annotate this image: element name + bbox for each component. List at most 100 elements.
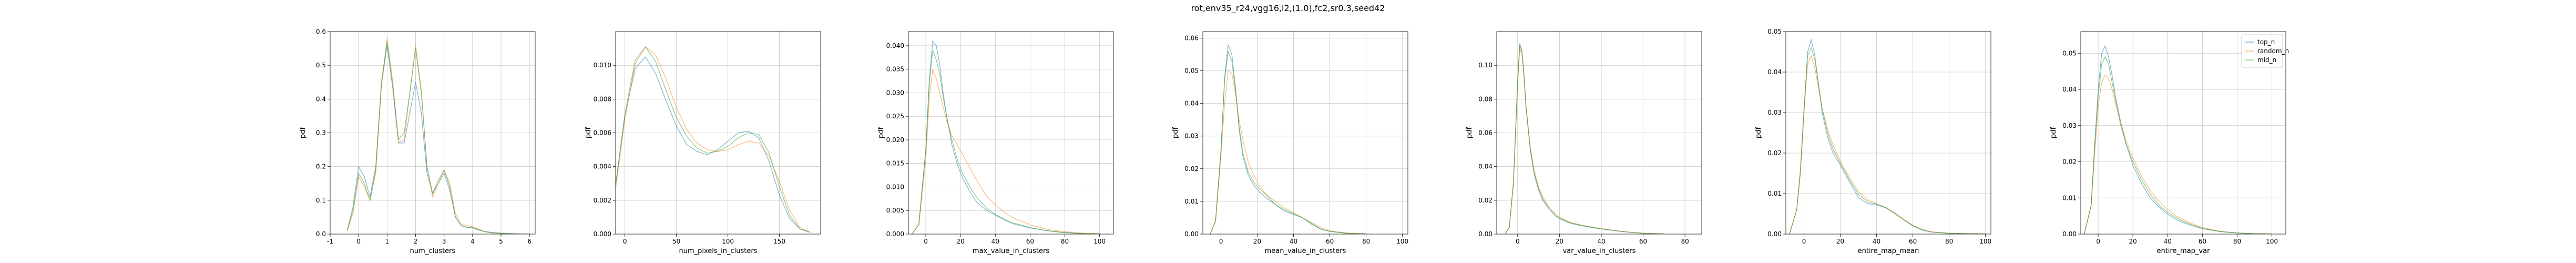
x-axis-label: entire_map_var — [2157, 247, 2211, 255]
x-tick-label: 0 — [356, 238, 361, 245]
y-tick-label: 0.1 — [316, 197, 326, 204]
series-line-top_n — [616, 56, 811, 233]
series-group — [912, 40, 1100, 234]
y-tick-label: 0.05 — [1767, 28, 1782, 35]
y-tick-label: 0.010 — [886, 183, 904, 190]
y-tick-label: 0.006 — [594, 129, 611, 137]
y-tick-label: 0.002 — [594, 197, 611, 204]
x-tick-label: 80 — [1681, 238, 1689, 245]
y-tick-label: 0.010 — [594, 62, 611, 69]
chart-panel-4: 0 20 40 60 80 100 0.00 0.01 0.02 0.03 0.04 0.05 0.06… — [1172, 31, 1408, 255]
series-group — [616, 46, 811, 233]
series-group — [346, 38, 530, 234]
x-tick-label: 0 — [1219, 238, 1223, 245]
y-axis-label: pdf — [585, 127, 592, 139]
figure-title: rot,env35_r24,vgg16,l2,(1.0),fc2,sr0.3,s… — [1191, 3, 1385, 13]
y-tick-label: 0.5 — [316, 62, 326, 69]
series-line-mid_n — [912, 50, 1100, 234]
legend-label-random_n: random_n — [2257, 47, 2289, 55]
chart-panel-2: 0 50 100 150 0.000 0.002 0.004 0.006 0.008 0.010 n… — [585, 31, 821, 255]
y-tick-label: 0.03 — [1767, 109, 1782, 116]
x-tick-label: 100 — [1979, 238, 1991, 245]
y-tick-label: 0.008 — [594, 95, 611, 103]
series-line-mid_n — [616, 46, 811, 233]
legend-label-top_n: top_n — [2257, 38, 2275, 46]
x-tick-label: 40 — [1873, 238, 1880, 245]
plot-frame — [908, 31, 1114, 235]
x-tick-label: 6 — [527, 238, 531, 245]
x-tick-label: 0 — [1516, 238, 1520, 245]
y-tick-label: 0.08 — [1478, 95, 1493, 103]
x-axis-label: entire_map_mean — [1858, 247, 1919, 255]
y-tick-label: 0.03 — [2062, 122, 2077, 129]
series-group — [1789, 38, 1986, 234]
x-tick-label: 60 — [2199, 238, 2206, 245]
plot-frame — [1496, 31, 1702, 235]
y-tick-label: 0.035 — [886, 66, 904, 73]
y-tick-label: 0.02 — [1478, 197, 1493, 204]
plot-frame — [2080, 31, 2286, 235]
series-line-top_n — [2083, 45, 2272, 234]
x-tick-label: 1 — [385, 238, 390, 245]
x-axis-label: mean_value_in_clusters — [1265, 247, 1346, 255]
x-tick-label: 20 — [957, 238, 965, 245]
series-group — [1505, 43, 1664, 234]
y-tick-label: 0.05 — [2062, 49, 2077, 57]
y-tick-label: 0.0 — [316, 230, 326, 238]
y-tick-label: 0.00 — [1184, 230, 1199, 238]
y-tick-label: 0.6 — [316, 28, 326, 35]
chart-panel-1: -1 0 1 2 3 4 5 6 0.0 0.1 0.2 0.3 0.4 0.5 0.6 num_cluste… — [299, 28, 536, 255]
y-tick-label: 0.10 — [1478, 62, 1493, 69]
chart-panel-7: 0 20 40 60 80 100 0.00 0.01 0.02 0.03 0.04 0.05 enti… — [2050, 31, 2289, 255]
x-tick-label: 100 — [1396, 238, 1408, 245]
x-tick-label: 150 — [773, 238, 785, 245]
x-tick-label: 40 — [991, 238, 999, 245]
plot-frame — [1202, 31, 1408, 235]
y-axis-label: pdf — [1172, 127, 1180, 139]
series-line-top_n — [346, 45, 530, 234]
y-tick-label: 0.03 — [1184, 133, 1199, 140]
y-tick-label: 0.04 — [1478, 163, 1493, 170]
y-tick-label: 0.05 — [1184, 67, 1199, 75]
plot-frame — [615, 31, 821, 235]
y-tick-label: 0.000 — [886, 230, 904, 238]
legend-box — [2241, 34, 2283, 68]
chart-panel-5: 0 20 40 60 80 0.00 0.02 0.04 0.06 0.08 0.10 var_val… — [1466, 31, 1702, 255]
x-tick-label: 100 — [1093, 238, 1106, 245]
x-tick-label: 4 — [471, 238, 475, 245]
y-tick-label: 0.01 — [1767, 190, 1782, 197]
y-tick-label: 0.04 — [1767, 68, 1782, 76]
y-tick-label: 0.01 — [1184, 198, 1199, 205]
x-tick-label: 80 — [1061, 238, 1069, 245]
series-line-mid_n — [1210, 51, 1366, 234]
x-tick-label: 60 — [1326, 238, 1334, 245]
y-tick-label: 0.04 — [1184, 100, 1199, 107]
series-line-random_n — [1505, 48, 1664, 234]
series-line-top_n — [1505, 45, 1664, 234]
y-tick-label: 0.3 — [316, 129, 326, 137]
x-tick-label: 20 — [1836, 238, 1844, 245]
y-tick-label: 0.000 — [594, 230, 611, 238]
legend-label-mid_n: mid_n — [2257, 56, 2276, 64]
x-tick-label: 40 — [2164, 238, 2172, 245]
x-tick-label: 2 — [414, 238, 418, 245]
x-tick-label: 0 — [623, 238, 627, 245]
x-tick-label: 0 — [1802, 238, 1806, 245]
x-tick-label: 80 — [2233, 238, 2241, 245]
x-axis-label: var_value_in_clusters — [1563, 247, 1636, 255]
y-tick-label: 0.00 — [1767, 230, 1782, 238]
series-line-random_n — [346, 38, 530, 234]
x-tick-label: -1 — [327, 238, 333, 245]
x-tick-label: 40 — [1290, 238, 1297, 245]
x-tick-label: 100 — [2266, 238, 2278, 245]
y-tick-label: 0.020 — [886, 136, 904, 144]
x-tick-label: 0 — [2096, 238, 2100, 245]
x-tick-label: 60 — [1026, 238, 1034, 245]
x-tick-label: 60 — [1909, 238, 1917, 245]
y-axis-label: pdf — [1466, 127, 1474, 139]
x-tick-label: 20 — [2129, 238, 2137, 245]
y-tick-label: 0.4 — [316, 95, 326, 103]
y-tick-label: 0.004 — [594, 163, 611, 170]
x-tick-label: 80 — [1362, 238, 1370, 245]
series-line-mid_n — [1505, 43, 1664, 234]
